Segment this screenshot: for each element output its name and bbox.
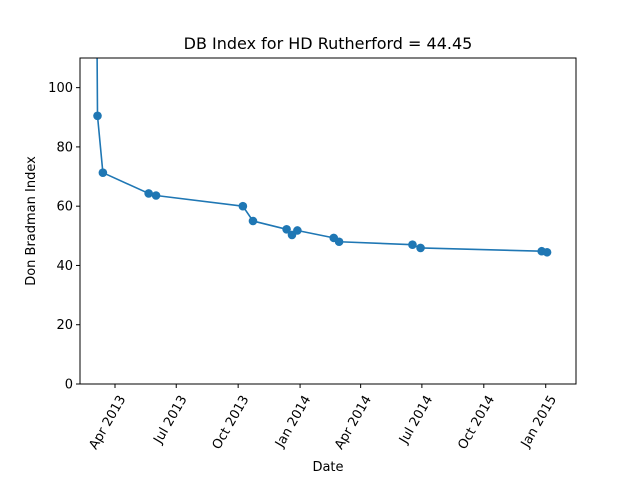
data-point [238,201,248,211]
data-point [144,189,153,198]
y-axis-label: Don Bradman Index [24,156,39,286]
chart-title: DB Index for HD Rutherford = 44.45 [184,34,473,53]
data-point [282,225,291,234]
x-tick-label: Jan 2015 [518,393,560,451]
x-axis-label: Date [312,460,343,475]
data-point [93,111,102,121]
data-point [98,168,108,177]
y-tick-label: 20 [56,318,73,333]
x-tick-label: Apr 2014 [332,393,375,452]
x-tick-label: Apr 2013 [86,393,129,452]
series-layer [93,58,552,257]
data-point [293,226,302,235]
x-axis-ticks: Apr 2013 Jul 2013 Oct 2013 Jan 2014 Apr 2014… [86,384,560,452]
plot-frame [79,57,577,385]
x-tick-label: Jan 2014 [272,393,314,451]
y-tick-label: 60 [56,200,73,215]
x-tick-label: Oct 2013 [210,393,253,452]
x-tick-label: Oct 2014 [455,393,498,452]
data-point [248,216,258,226]
data-point [416,243,425,253]
data-point [542,247,552,257]
y-tick-label: 100 [48,81,73,96]
data-point [334,237,344,247]
y-tick-label: 0 [65,378,73,393]
x-tick-label: Jul 2013 [151,393,191,447]
y-axis-ticks: 0 20 40 60 80 100 [48,81,80,393]
y-tick-label: 40 [56,259,73,274]
y-tick-label: 80 [56,140,73,155]
data-point [408,240,417,250]
x-tick-label: Jul 2014 [396,393,436,447]
data-point [151,191,161,200]
